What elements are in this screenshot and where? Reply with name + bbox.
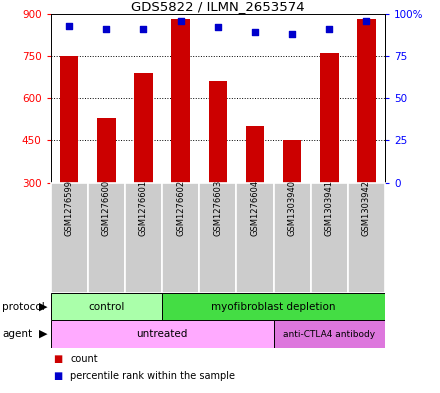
Title: GDS5822 / ILMN_2653574: GDS5822 / ILMN_2653574: [131, 0, 304, 13]
Bar: [125, 183, 162, 293]
Text: control: control: [88, 301, 125, 312]
Bar: [162, 293, 385, 320]
Bar: [199, 183, 236, 293]
Text: untreated: untreated: [136, 329, 188, 339]
Text: GSM1276603: GSM1276603: [213, 179, 222, 235]
Bar: [348, 183, 385, 293]
Point: [326, 26, 333, 32]
Text: GSM1303940: GSM1303940: [288, 180, 297, 235]
Bar: [274, 320, 385, 348]
Bar: [357, 19, 376, 183]
Point: [251, 29, 258, 35]
Point: [140, 26, 147, 32]
Text: GSM1303941: GSM1303941: [325, 180, 334, 235]
Bar: [320, 53, 338, 183]
Bar: [97, 118, 116, 183]
Point: [66, 22, 73, 29]
Bar: [246, 127, 264, 183]
Text: GSM1303942: GSM1303942: [362, 180, 371, 235]
Point: [177, 17, 184, 24]
Bar: [51, 293, 162, 320]
Text: protocol: protocol: [2, 301, 45, 312]
Point: [289, 31, 296, 37]
Text: GSM1276604: GSM1276604: [250, 180, 260, 235]
Text: GSM1276602: GSM1276602: [176, 180, 185, 235]
Bar: [236, 183, 274, 293]
Text: GSM1276600: GSM1276600: [102, 180, 111, 235]
Text: GSM1276599: GSM1276599: [65, 180, 73, 235]
Text: myofibroblast depletion: myofibroblast depletion: [211, 301, 336, 312]
Text: ▶: ▶: [39, 301, 48, 312]
Bar: [171, 19, 190, 183]
Bar: [51, 183, 88, 293]
Bar: [209, 81, 227, 183]
Point: [214, 24, 221, 30]
Point: [103, 26, 110, 32]
Text: GSM1276601: GSM1276601: [139, 180, 148, 235]
Bar: [134, 73, 153, 183]
Text: count: count: [70, 354, 98, 364]
Text: agent: agent: [2, 329, 32, 339]
Bar: [283, 140, 301, 183]
Bar: [60, 56, 78, 183]
Bar: [311, 183, 348, 293]
Text: ■: ■: [53, 371, 62, 381]
Bar: [274, 183, 311, 293]
Text: ▶: ▶: [39, 329, 48, 339]
Bar: [88, 183, 125, 293]
Text: anti-CTLA4 antibody: anti-CTLA4 antibody: [283, 330, 375, 338]
Text: percentile rank within the sample: percentile rank within the sample: [70, 371, 235, 381]
Bar: [162, 183, 199, 293]
Point: [363, 17, 370, 24]
Text: ■: ■: [53, 354, 62, 364]
Bar: [51, 320, 274, 348]
